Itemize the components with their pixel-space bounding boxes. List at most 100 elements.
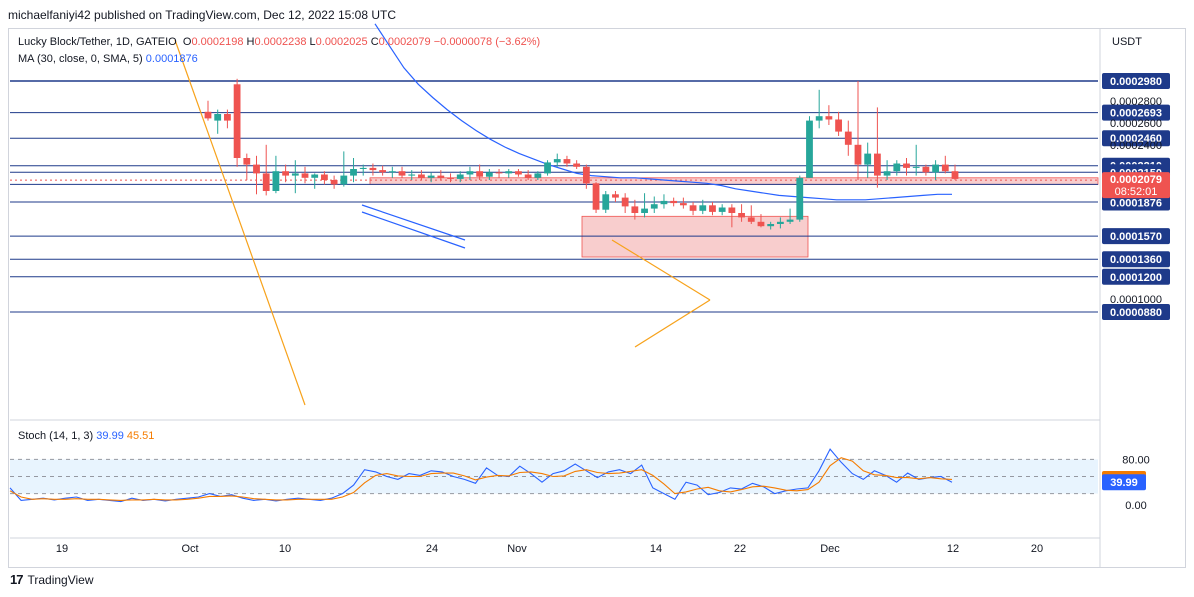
candle-body [786,219,794,222]
stoch-k-value: 39.99 [96,430,124,442]
candle-body [233,84,241,158]
candle-body [262,173,270,191]
price-tag-label: 0.0001876 [1110,197,1162,209]
candle-body [679,203,687,206]
current-price-tag [1102,172,1170,199]
price-tag [1102,251,1170,268]
candle-body [272,171,280,191]
price-tag [1102,130,1170,147]
trend-line [361,211,466,249]
candle-body [524,174,532,178]
candle-body [864,153,872,165]
time-tick-label: Nov [507,543,527,555]
candle-body [709,205,716,212]
open-label: O [182,36,192,48]
candle-body [243,158,251,165]
candle-body [806,120,813,178]
tradingview-logo-icon: 17 [10,572,24,587]
candle-body [485,172,493,177]
candle-body [873,153,881,176]
candle-body [776,221,784,224]
price-tag-label: 0.0001360 [1110,254,1162,266]
pair-label: Lucky Block/Tether, 1D, GATEIO [18,36,177,48]
stoch-legend: Stoch (14, 1, 3) 39.99 45.51 [18,430,154,442]
price-tick-label: 0.0002600 [1110,118,1162,130]
open-value: 0.0002198 [191,36,244,48]
price-tag [1102,73,1170,89]
candle-body [515,171,522,175]
low-label: L [309,36,316,48]
stoch-k-line [9,448,953,503]
price-tag-label: 0.0002693 [1110,108,1162,120]
candle-body [282,171,290,176]
price-tag-label: 0.0002460 [1110,133,1162,145]
candle-body [418,174,425,178]
time-tick-label: 24 [426,543,438,555]
candle-body [330,180,338,185]
stoch-label: Stoch (14, 1, 3) [18,430,94,442]
price-tag [1102,304,1170,320]
candle-body [398,171,406,176]
candle-body [941,164,949,172]
candle-body [796,177,804,220]
candle-body [291,173,299,176]
price-tick-label: 0.0002800 [1110,96,1162,108]
candle-body [893,163,901,172]
current-price-label: 0.0002079 [1110,174,1162,186]
high-value: 0.0002238 [254,36,307,48]
candle-body [476,171,484,177]
stoch-d-line [9,457,953,501]
candle-body [718,207,726,212]
trend-line [174,39,306,406]
candle-body [466,171,474,175]
candle-body [728,207,736,213]
trend-line [361,204,466,241]
candle-body [534,173,542,178]
candle-body [650,204,658,209]
candle-body [660,200,668,205]
candle-body [447,177,454,179]
time-tick-label: 20 [1031,543,1043,555]
candle-body [214,114,222,121]
publisher-line: michaelfaniyi42 published on TradingView… [8,8,397,22]
candle-body [602,194,610,210]
tradingview-footer[interactable]: 17 TradingView [10,572,94,587]
ohlc-legend: Lucky Block/Tether, 1D, GATEIO O0.000219… [18,36,540,48]
stoch-k-tag [1102,474,1146,491]
candle-body [767,224,775,227]
time-tick-label: 19 [56,543,68,555]
candle-body [699,205,707,211]
candle-body [689,205,697,211]
countdown-label: 08:52:01 [1115,186,1158,198]
candle-body [253,164,260,174]
candle-body [301,173,309,178]
candle-body [951,171,959,179]
change-value: −0.0000078 (−3.62%) [433,36,541,48]
time-tick-label: 10 [279,543,291,555]
price-tag [1102,228,1170,245]
candle-body [582,166,590,184]
stoch-d-value: 45.51 [126,430,155,442]
candle-body [321,174,328,180]
candle-body [388,171,396,173]
candle-body [204,111,212,119]
candle-body [641,208,648,213]
candle-body [340,175,348,185]
candle-body [505,171,513,174]
candle-body [612,194,619,198]
candle-body [495,172,503,174]
candle-body [883,171,891,176]
candle-body [224,114,231,121]
candle-body [563,159,571,164]
candle-body [544,162,551,174]
trend-line [634,299,711,348]
candle-body [738,213,745,218]
time-tick-label: Oct [181,543,198,555]
brand-label: TradingView [27,572,94,587]
price-tag-label: 0.0001570 [1110,231,1162,243]
candle-body [815,116,823,121]
candle-body [427,175,435,178]
candle-body [553,159,561,163]
candle-body [437,175,445,178]
